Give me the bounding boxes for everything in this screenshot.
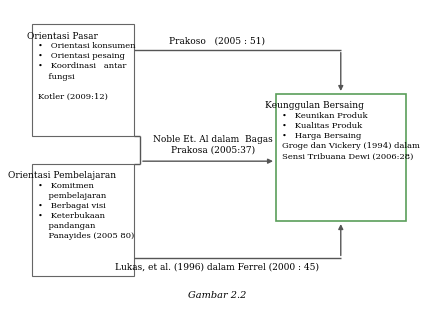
FancyBboxPatch shape: [32, 24, 134, 136]
Text: Orientasi Pembelajaran: Orientasi Pembelajaran: [8, 171, 117, 180]
Text: Keunggulan Bersaing: Keunggulan Bersaing: [265, 101, 364, 110]
Text: Gambar 2.2: Gambar 2.2: [187, 291, 246, 300]
Text: •   Keunikan Produk
•   Kualitas Produk
•   Harga Bersaing
Groge dan Vickery (19: • Keunikan Produk • Kualitas Produk • Ha…: [282, 112, 420, 160]
Text: •   Orientasi konsumen
•   Orientasi pesaing
•   Koordinasi   antar
    fungsi

: • Orientasi konsumen • Orientasi pesaing…: [38, 42, 135, 101]
Text: Noble Et. Al dalam  Bagas
Prakosa (2005:37): Noble Et. Al dalam Bagas Prakosa (2005:3…: [153, 135, 273, 154]
Text: Prakoso   (2005 : 51): Prakoso (2005 : 51): [169, 36, 265, 45]
Text: •   Komitmen
    pembelajaran
•   Berbagai visi
•   Keterbukaan
    pandangan
  : • Komitmen pembelajaran • Berbagai visi …: [38, 182, 134, 240]
Text: Orientasi Pasar: Orientasi Pasar: [27, 32, 98, 40]
FancyBboxPatch shape: [32, 163, 134, 276]
FancyBboxPatch shape: [276, 94, 406, 221]
Text: Lukas, et al. (1996) dalam Ferrel (2000 : 45): Lukas, et al. (1996) dalam Ferrel (2000 …: [115, 263, 319, 272]
